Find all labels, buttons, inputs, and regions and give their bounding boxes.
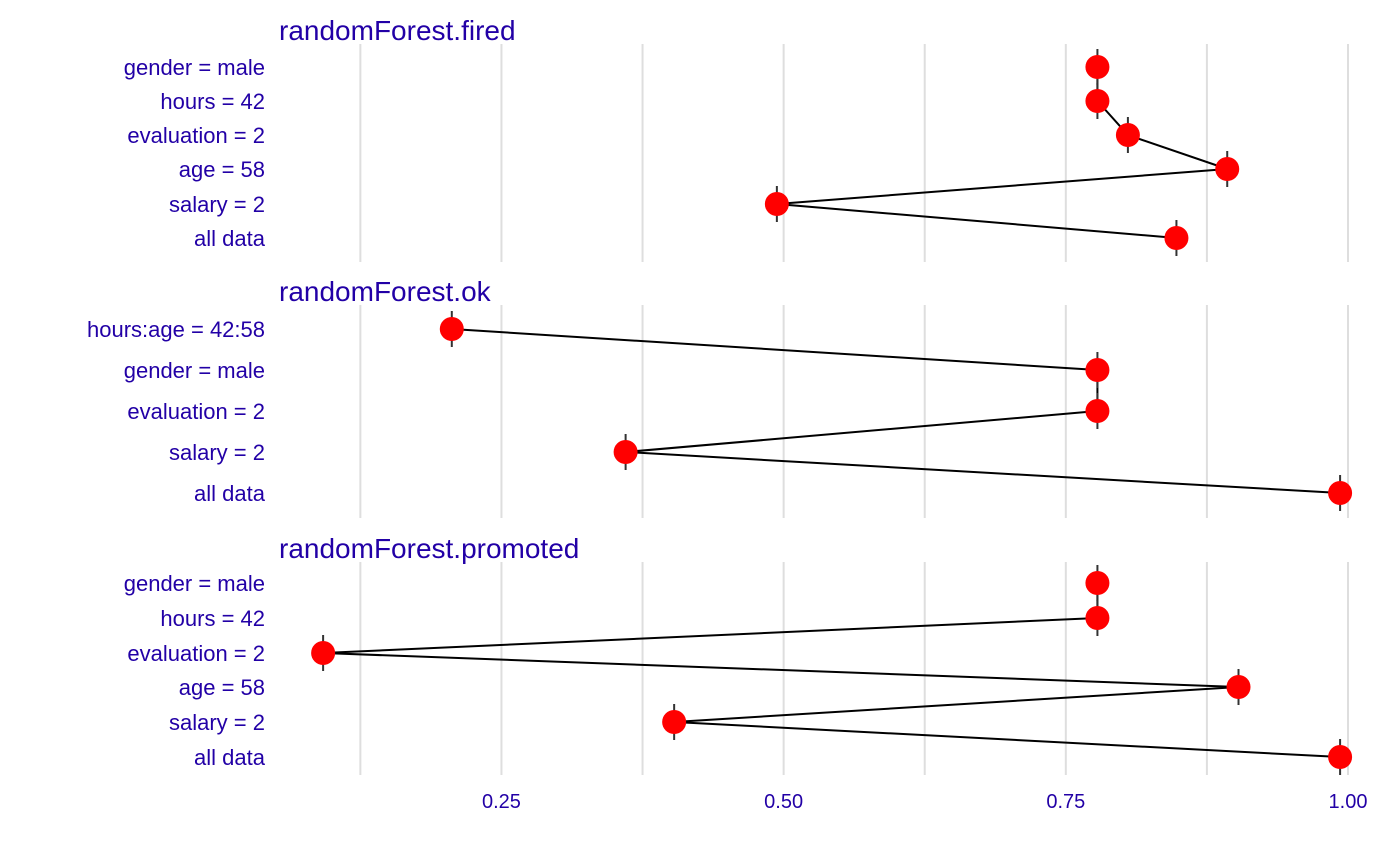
category-label: age = 58 bbox=[179, 157, 265, 182]
data-point bbox=[1226, 675, 1251, 699]
category-label: evaluation = 2 bbox=[127, 399, 265, 424]
panel-1: randomForest.fired gender = male hours = 4… bbox=[124, 15, 1240, 256]
data-point bbox=[1328, 745, 1353, 769]
grid-layer bbox=[359, 44, 1349, 775]
panel-title: randomForest.ok bbox=[279, 276, 492, 307]
connector-line bbox=[451, 328, 1098, 371]
panels-layer: randomForest.fired gender = male hours = 4… bbox=[87, 15, 1353, 775]
connector-line bbox=[776, 203, 1177, 239]
data-point bbox=[439, 317, 464, 341]
category-label: gender = male bbox=[124, 358, 265, 383]
data-point bbox=[662, 710, 687, 734]
connector-line bbox=[625, 410, 1098, 453]
data-point bbox=[1085, 55, 1110, 79]
category-label: salary = 2 bbox=[169, 710, 265, 735]
category-label: age = 58 bbox=[179, 675, 265, 700]
data-point bbox=[1085, 571, 1110, 595]
connector-line bbox=[323, 652, 1239, 688]
connector-line bbox=[674, 721, 1341, 758]
connector-line bbox=[776, 168, 1228, 205]
x-axis: 0.25 0.50 0.75 1.00 bbox=[482, 791, 1367, 813]
category-label: gender = male bbox=[124, 55, 265, 80]
data-point bbox=[613, 440, 638, 464]
category-label: salary = 2 bbox=[169, 192, 265, 217]
data-point bbox=[1115, 123, 1140, 147]
x-tick-label: 1.00 bbox=[1329, 791, 1368, 813]
data-point bbox=[311, 641, 336, 665]
category-label: all data bbox=[194, 226, 266, 251]
connector-line bbox=[625, 451, 1341, 494]
category-label: evaluation = 2 bbox=[127, 641, 265, 666]
x-tick-label: 0.75 bbox=[1046, 791, 1085, 813]
data-point bbox=[764, 192, 789, 216]
panel-title: randomForest.promoted bbox=[279, 533, 579, 564]
x-tick-label: 0.50 bbox=[764, 791, 803, 813]
category-label: hours = 42 bbox=[160, 89, 265, 114]
category-label: evaluation = 2 bbox=[127, 123, 265, 148]
category-label: hours:age = 42:58 bbox=[87, 317, 265, 342]
connector-line bbox=[323, 617, 1098, 654]
data-point bbox=[1328, 481, 1353, 505]
category-label: gender = male bbox=[124, 571, 265, 596]
connector-line bbox=[1127, 134, 1228, 170]
category-label: salary = 2 bbox=[169, 440, 265, 465]
category-label: all data bbox=[194, 481, 266, 506]
data-point bbox=[1085, 89, 1110, 113]
category-label: hours = 42 bbox=[160, 606, 265, 631]
category-label: all data bbox=[194, 745, 266, 770]
data-point bbox=[1164, 226, 1189, 250]
data-point bbox=[1215, 157, 1240, 181]
connector-line bbox=[674, 686, 1239, 723]
x-tick-label: 0.25 bbox=[482, 791, 521, 813]
panel-title: randomForest.fired bbox=[279, 15, 516, 46]
panel-3: randomForest.promoted gender = male hours … bbox=[124, 533, 1353, 775]
data-point bbox=[1085, 606, 1110, 630]
data-point bbox=[1085, 358, 1110, 382]
panel-2: randomForest.ok hours:age = 42:58 gender =… bbox=[87, 276, 1353, 511]
data-point bbox=[1085, 399, 1110, 423]
